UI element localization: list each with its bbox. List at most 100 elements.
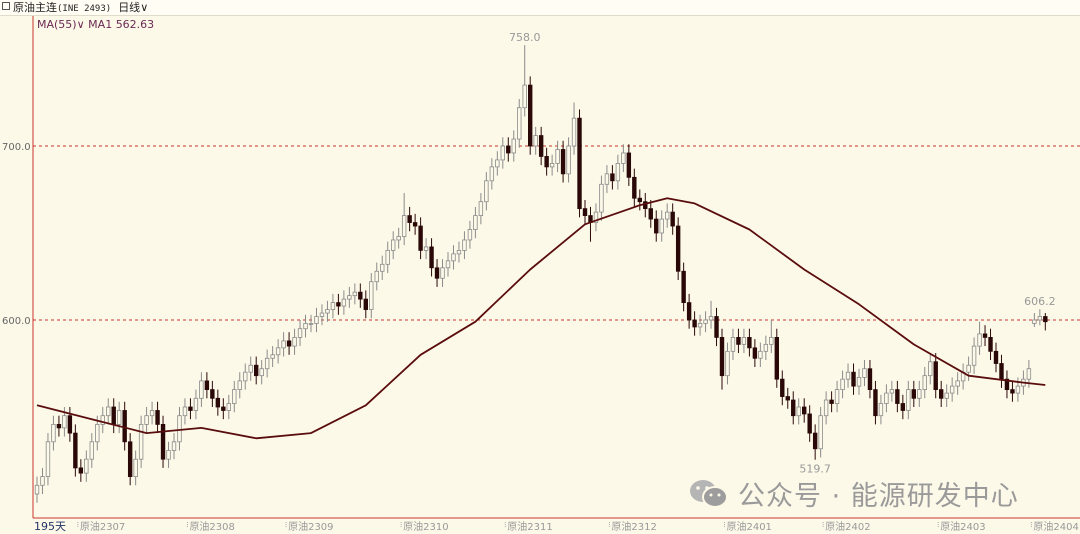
x-tick-label: 原油2403	[940, 520, 985, 533]
candle-down	[933, 361, 938, 391]
candle-up	[303, 323, 308, 330]
candle-down	[774, 336, 779, 380]
price-annotation: 519.7	[799, 463, 831, 476]
candle-up	[133, 458, 138, 478]
candle-up	[325, 309, 330, 314]
indicator-legend: MA(55)∨ MA1 562.63	[37, 18, 154, 31]
candle-up	[445, 260, 451, 269]
candle-up	[264, 357, 270, 370]
candle-down	[785, 396, 790, 401]
candle-up	[922, 375, 927, 390]
candle-up	[100, 415, 105, 425]
candle-up	[615, 162, 621, 182]
candle-down	[626, 152, 632, 178]
period-selector[interactable]: 日线∨	[118, 1, 148, 14]
candle-up	[495, 159, 500, 168]
candle-up	[423, 246, 429, 251]
candle-down	[363, 298, 368, 310]
candle-up	[270, 354, 275, 359]
candle-up	[237, 380, 242, 390]
candle-up	[330, 302, 336, 310]
candle-up	[659, 218, 664, 234]
x-tick-label: 原油2404	[1033, 520, 1078, 533]
candle-up	[144, 415, 149, 425]
candle-down	[253, 364, 259, 377]
candle-up	[971, 345, 977, 366]
wechat-icon	[690, 479, 728, 508]
candle-down	[286, 340, 292, 347]
candle-down	[358, 291, 363, 300]
candle-up	[171, 441, 177, 451]
candle-up	[226, 403, 231, 411]
candle-up	[95, 423, 100, 443]
candle-up	[352, 291, 358, 297]
candle-down	[752, 347, 758, 359]
candle-up	[769, 336, 774, 345]
candle-up	[1032, 319, 1037, 324]
indicator-name: MA(55)	[37, 18, 77, 31]
day-count: 195天	[34, 520, 66, 533]
candle-up	[193, 397, 199, 411]
watermark: 公众号 · 能源研发中心	[688, 474, 1019, 513]
period-label: 日线	[118, 1, 141, 14]
candle-down	[418, 225, 423, 251]
candle-down	[582, 208, 588, 216]
candle-up	[473, 215, 478, 230]
price-annotation: 606.2	[1024, 295, 1056, 308]
watermark-text: 公众号 · 能源研发中心	[738, 481, 1019, 512]
x-tick-label: 原油2311	[507, 520, 552, 533]
candle-down	[873, 389, 878, 417]
indicator-selector[interactable]: MA(55)∨	[37, 18, 85, 31]
candle-up	[878, 403, 884, 417]
indicator-label: MA1	[88, 18, 113, 31]
candle-up	[1015, 385, 1021, 394]
candle-up	[845, 371, 851, 380]
candle-down	[982, 333, 988, 338]
candle-up	[906, 389, 911, 411]
candle-up	[308, 323, 314, 325]
candle-up	[549, 162, 555, 168]
candle-up	[84, 458, 89, 474]
candle-down	[802, 406, 807, 415]
candle-down	[900, 403, 906, 411]
candle-down	[78, 467, 84, 474]
candle-up	[117, 410, 122, 425]
candle-up	[977, 333, 982, 347]
candle-down	[692, 319, 697, 328]
chart-title-bar: 原油主连(INE 2493) 日线∨	[0, 0, 1080, 16]
candle-up	[703, 319, 708, 324]
candle-down	[127, 441, 133, 477]
candle-down	[412, 222, 418, 227]
instrument-name: 原油主连	[13, 1, 57, 14]
candle-up	[741, 336, 747, 345]
candle-up	[730, 336, 736, 352]
candle-down	[791, 399, 796, 417]
candle-up	[834, 389, 840, 404]
candle-down	[528, 84, 533, 147]
price-annotation: 758.0	[509, 31, 541, 44]
candle-down	[747, 336, 752, 349]
candle-down	[506, 145, 511, 154]
candle-down	[675, 225, 681, 272]
candle-down	[988, 336, 993, 352]
candle-down	[210, 389, 215, 399]
candle-down	[780, 378, 785, 397]
candle-down	[407, 215, 412, 223]
candle-up	[840, 378, 845, 391]
candle-up	[708, 316, 714, 321]
candle-down	[1010, 389, 1015, 394]
panel-toggle-icon[interactable]	[2, 2, 10, 10]
candle-down	[895, 389, 900, 404]
candle-down	[714, 316, 719, 338]
candle-up	[599, 183, 604, 213]
candle-up	[243, 371, 248, 382]
candle-up	[440, 267, 445, 279]
candle-down	[670, 211, 675, 227]
candle-up	[166, 450, 171, 460]
candle-down	[911, 389, 916, 399]
candle-down	[122, 410, 127, 443]
candle-up	[500, 145, 505, 161]
candle-up	[796, 406, 801, 417]
candle-up	[955, 380, 960, 387]
candle-down	[736, 336, 741, 345]
